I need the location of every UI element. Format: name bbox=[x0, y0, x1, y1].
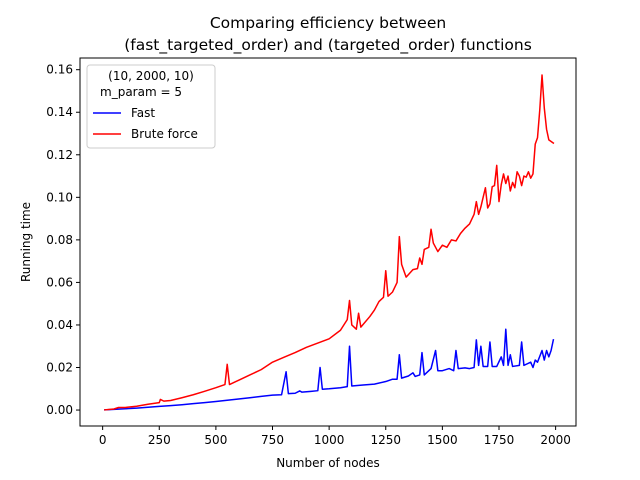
x-tick-label: 1500 bbox=[427, 433, 458, 447]
x-tick-label: 250 bbox=[148, 433, 171, 447]
x-axis-label: Number of nodes bbox=[276, 456, 380, 470]
plot-area bbox=[79, 57, 577, 427]
y-tick-label: 0.04 bbox=[46, 318, 73, 332]
x-tick-label: 2000 bbox=[540, 433, 571, 447]
y-tick-label: 0.08 bbox=[46, 233, 73, 247]
series-layer bbox=[104, 74, 555, 411]
y-tick-label: 0.14 bbox=[46, 105, 73, 119]
y-tick-label: 0.10 bbox=[46, 190, 73, 204]
x-tick-label: 1750 bbox=[484, 433, 515, 447]
series-line-fast bbox=[104, 328, 555, 411]
legend-box bbox=[86, 64, 216, 149]
y-tick-label: 0.06 bbox=[46, 275, 73, 289]
legend-label-brute-force: Brute force bbox=[131, 127, 198, 141]
x-tick-label: 500 bbox=[204, 433, 227, 447]
x-ticks: 0 250 500 750 1000 1250 1500 1750 2000 bbox=[99, 426, 571, 447]
y-tick-label: 0.00 bbox=[46, 403, 73, 417]
legend-label-fast: Fast bbox=[131, 106, 155, 120]
series-line-brute-force bbox=[104, 74, 555, 411]
legend: (10, 2000, 10) m_param = 5 Fast Brute fo… bbox=[86, 64, 216, 149]
x-tick-label: 1000 bbox=[314, 433, 345, 447]
chart-title-line2: (fast_targeted_order) and (targeted_orde… bbox=[124, 36, 532, 55]
x-tick-label: 0 bbox=[99, 433, 107, 447]
legend-title-line1: (10, 2000, 10) bbox=[108, 69, 194, 83]
x-tick-label: 750 bbox=[261, 433, 284, 447]
legend-title-line2: m_param = 5 bbox=[100, 85, 182, 99]
chart-title-line1: Comparing efficiency between bbox=[210, 14, 446, 32]
plot-frame bbox=[79, 57, 577, 427]
y-ticks: 0.00 0.02 0.04 0.06 0.08 0.10 0.12 0.14 0.16 bbox=[46, 63, 80, 417]
x-tick-label: 1250 bbox=[370, 433, 401, 447]
y-tick-label: 0.16 bbox=[46, 63, 73, 77]
y-tick-label: 0.02 bbox=[46, 361, 73, 375]
y-tick-label: 0.12 bbox=[46, 148, 73, 162]
y-axis-label: Running time bbox=[19, 202, 33, 282]
